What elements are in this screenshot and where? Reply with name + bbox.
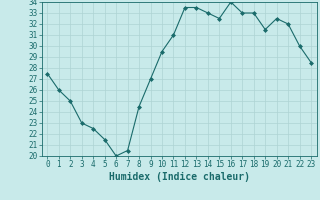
X-axis label: Humidex (Indice chaleur): Humidex (Indice chaleur) [109,172,250,182]
